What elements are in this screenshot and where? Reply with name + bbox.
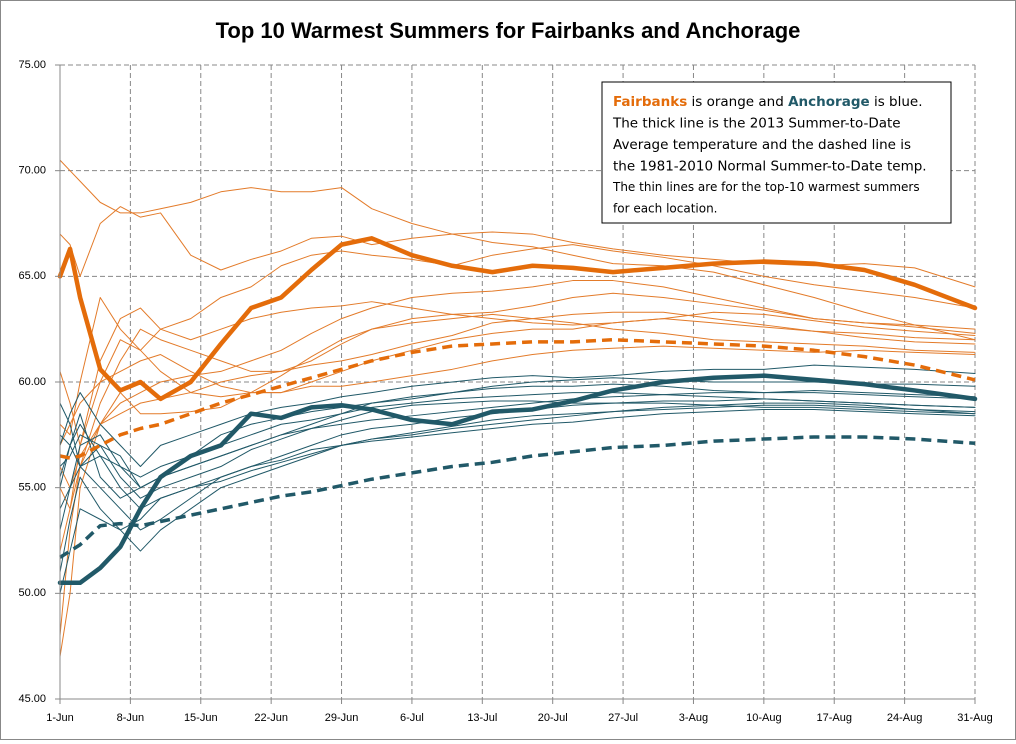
x-tick-label: 27-Jul <box>608 712 638 724</box>
normal-line <box>59 435 976 559</box>
top-summer-line <box>59 408 976 510</box>
plot-lines <box>57 159 978 658</box>
annotation-text: Anchorage <box>788 94 870 110</box>
x-tick-label: 13-Jul <box>467 712 497 724</box>
x-tick-label: 17-Aug <box>816 712 851 724</box>
x-tick-label: 20-Jul <box>538 712 568 724</box>
top-summer-line <box>59 311 976 637</box>
x-tick-label: 31-Aug <box>957 712 992 724</box>
x-tick-label: 15-Jun <box>184 712 218 724</box>
annotation-text: the 1981-2010 Normal Summer-to-Date temp… <box>613 159 927 175</box>
chart-title: Top 10 Warmest Summers for Fairbanks and… <box>216 18 801 43</box>
y-tick-label: 55.00 <box>18 482 46 494</box>
x-tick-label: 22-Jun <box>254 712 288 724</box>
top-summer-line <box>59 402 976 594</box>
normal-line <box>59 337 976 460</box>
x-tick-label: 6-Jul <box>400 712 424 724</box>
top-summer-line <box>59 292 976 446</box>
top-summer-line <box>59 244 976 436</box>
annotation-text: is blue. <box>870 94 923 110</box>
top-summer-line <box>59 339 976 552</box>
y-tick-label: 75.00 <box>18 59 46 71</box>
x-tick-label: 8-Jun <box>117 712 145 724</box>
current-year-line <box>57 373 978 586</box>
annotation-text: Fairbanks <box>613 94 687 110</box>
annotation-line: The thin lines are for the top-10 warmes… <box>612 180 920 194</box>
top-summer-line <box>59 159 976 341</box>
annotation-box <box>601 81 952 224</box>
top-summer-line <box>59 398 976 531</box>
annotation-text: The thin lines are for the top-10 warmes… <box>612 180 920 194</box>
x-tick-label: 29-Jun <box>325 712 359 724</box>
x-tick-label: 24-Aug <box>887 712 922 724</box>
annotation-text: Average temperature and the dashed line … <box>613 137 911 153</box>
top-summer-line <box>59 389 976 531</box>
annotation-text: for each location. <box>613 202 718 216</box>
x-tick-label: 10-Aug <box>746 712 781 724</box>
annotation-text: is orange and <box>687 94 788 110</box>
y-tick-label: 45.00 <box>18 693 46 705</box>
annotation-line: The thick line is the 2013 Summer-to-Dat… <box>612 116 901 132</box>
y-tick-label: 70.00 <box>18 165 46 177</box>
axes: 45.00 50.00 55.00 60.00 65.00 70.00 75.00 1-Jun… <box>18 59 992 724</box>
y-tick-label: 60.00 <box>18 376 46 388</box>
y-tick-label: 65.00 <box>18 270 46 282</box>
annotation-line: Average temperature and the dashed line … <box>613 137 911 153</box>
top-summer-line <box>59 364 976 468</box>
annotation-line: for each location. <box>613 202 718 216</box>
annotation-line: Fairbanks is orange and Anchorage is blu… <box>613 94 923 110</box>
annotation-line: the 1981-2010 Normal Summer-to-Date temp… <box>613 159 927 175</box>
x-tick-label: 1-Jun <box>46 712 74 724</box>
top-summer-line <box>59 280 976 489</box>
current-year-line <box>57 236 978 402</box>
annotation: Fairbanks is orange and Anchorage is blu… <box>601 81 952 224</box>
annotation-text: The thick line is the 2013 Summer-to-Dat… <box>612 116 901 132</box>
y-tick-label: 50.00 <box>18 587 46 599</box>
x-tick-label: 3-Aug <box>679 712 708 724</box>
